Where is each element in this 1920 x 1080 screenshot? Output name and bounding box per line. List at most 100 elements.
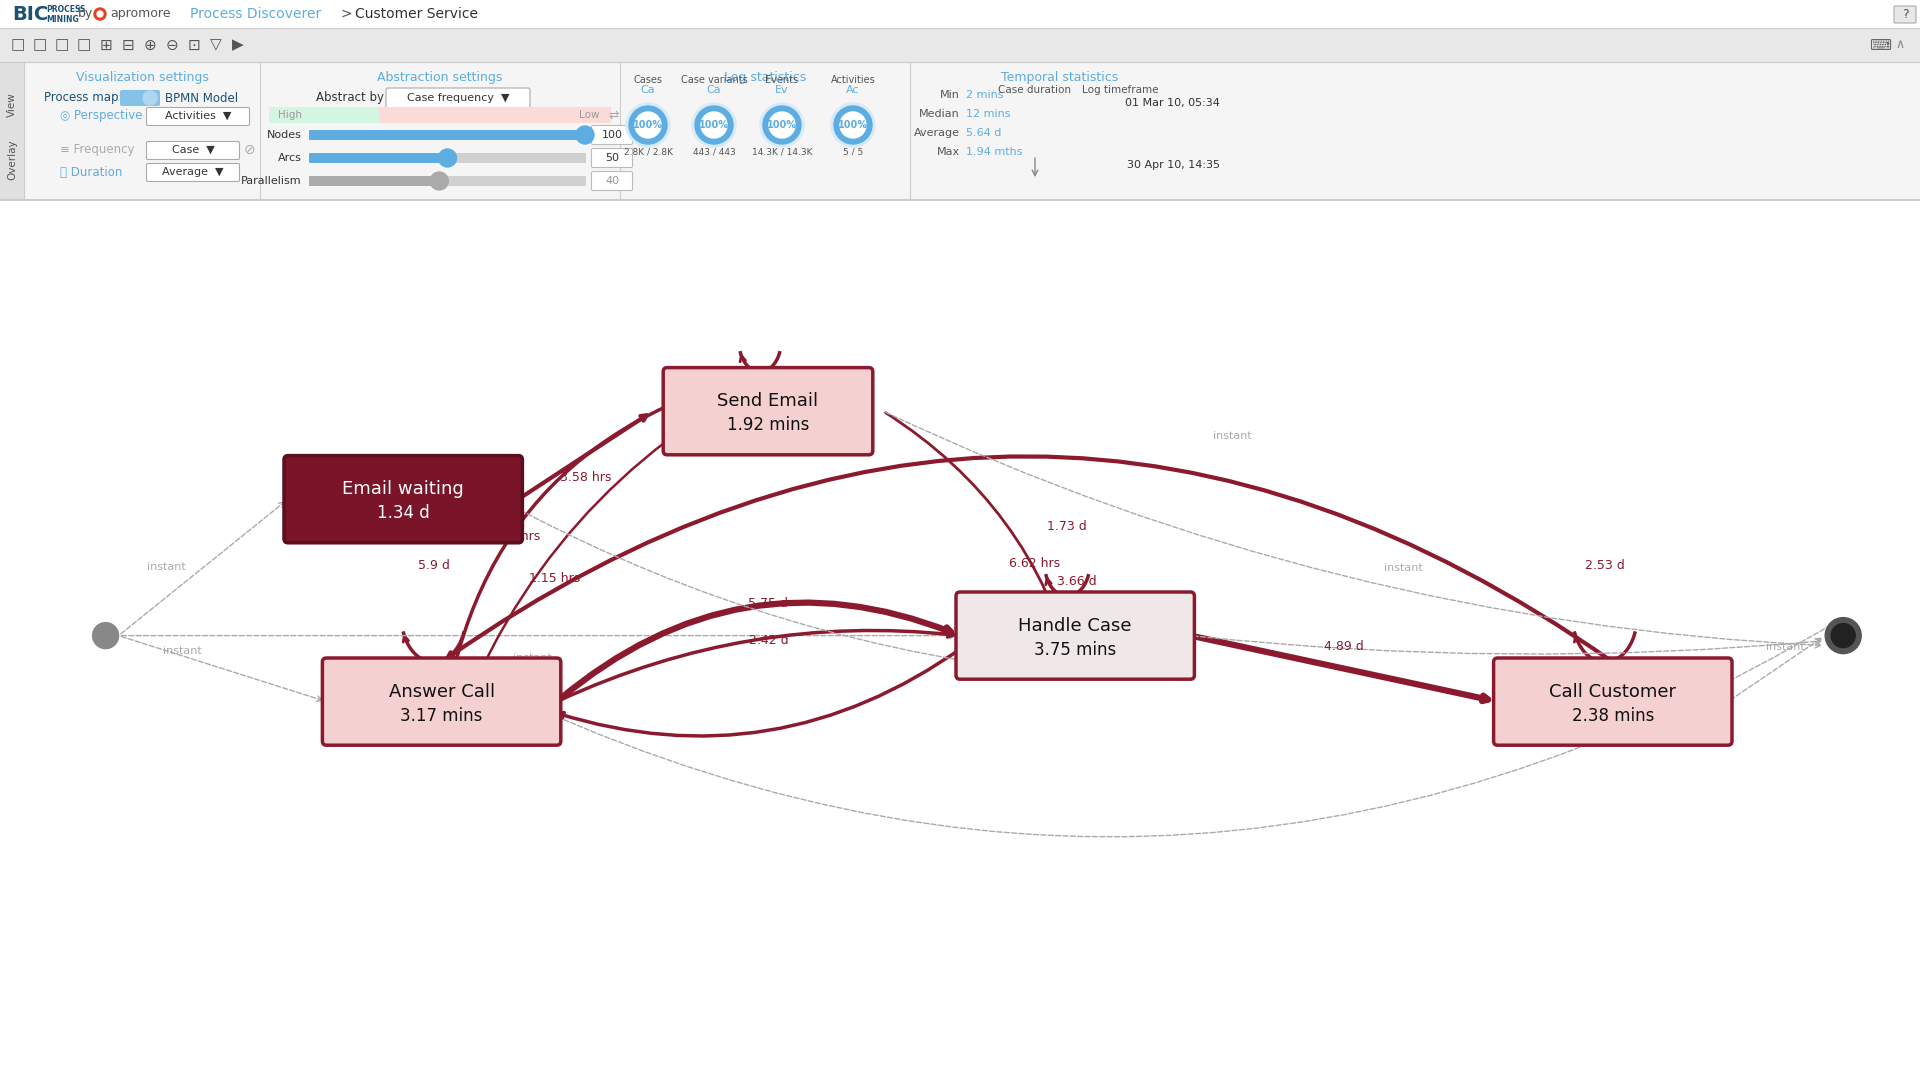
Text: 2.42 d: 2.42 d: [749, 634, 789, 647]
Circle shape: [576, 126, 593, 144]
FancyBboxPatch shape: [0, 200, 1920, 1080]
Text: by: by: [79, 8, 94, 21]
Circle shape: [1826, 618, 1860, 653]
Text: Nodes: Nodes: [267, 130, 301, 140]
Circle shape: [94, 8, 106, 21]
Text: ⊡: ⊡: [188, 38, 200, 53]
Text: Customer Service: Customer Service: [355, 6, 478, 21]
FancyBboxPatch shape: [0, 0, 1920, 28]
Text: 1.94 mths: 1.94 mths: [966, 147, 1023, 157]
Text: Ac: Ac: [847, 85, 860, 95]
Text: BIC: BIC: [12, 4, 48, 24]
Text: Email waiting: Email waiting: [342, 481, 465, 498]
FancyBboxPatch shape: [0, 62, 23, 200]
Text: 3.58 hrs: 3.58 hrs: [561, 471, 611, 484]
Text: Parallelism: Parallelism: [242, 176, 301, 186]
Text: ▽: ▽: [209, 38, 223, 53]
Circle shape: [701, 112, 728, 138]
Circle shape: [831, 103, 876, 147]
Text: □: □: [77, 38, 90, 53]
Circle shape: [630, 106, 666, 144]
Text: 100%: 100%: [634, 120, 662, 130]
Text: 100: 100: [601, 130, 622, 140]
Text: 12 mins: 12 mins: [966, 109, 1010, 119]
Text: PROCESS: PROCESS: [46, 5, 84, 14]
Text: 30 Apr 10, 14:35: 30 Apr 10, 14:35: [1127, 160, 1219, 170]
FancyBboxPatch shape: [1494, 658, 1732, 745]
Circle shape: [92, 622, 119, 649]
Circle shape: [142, 91, 157, 105]
Text: 5 / 5: 5 / 5: [843, 148, 864, 157]
Text: Case duration: Case duration: [998, 85, 1071, 95]
Text: Activities: Activities: [831, 75, 876, 85]
FancyBboxPatch shape: [662, 367, 874, 455]
FancyBboxPatch shape: [378, 107, 611, 123]
Text: Median: Median: [920, 109, 960, 119]
FancyBboxPatch shape: [1893, 6, 1916, 23]
Text: Case variants: Case variants: [680, 75, 747, 85]
Text: Events: Events: [766, 75, 799, 85]
Circle shape: [626, 103, 670, 147]
Text: 1.34 d: 1.34 d: [376, 504, 430, 523]
Text: Low: Low: [580, 110, 599, 120]
Text: BPMN Model: BPMN Model: [165, 92, 238, 105]
Text: ◎ Perspective: ◎ Perspective: [60, 109, 142, 122]
FancyBboxPatch shape: [309, 176, 586, 186]
Text: Min: Min: [941, 90, 960, 100]
Circle shape: [636, 112, 660, 138]
Text: ⊟: ⊟: [121, 38, 134, 53]
FancyBboxPatch shape: [591, 148, 632, 167]
Text: Process map: Process map: [44, 92, 117, 105]
FancyBboxPatch shape: [119, 90, 159, 106]
Text: 5.9 d: 5.9 d: [419, 559, 449, 572]
Text: Arcs: Arcs: [278, 153, 301, 163]
Circle shape: [770, 112, 795, 138]
Text: Abstraction settings: Abstraction settings: [378, 71, 503, 84]
Text: Abstract by: Abstract by: [317, 92, 384, 105]
FancyBboxPatch shape: [146, 108, 250, 125]
Text: □: □: [33, 38, 48, 53]
Text: 2.53 d: 2.53 d: [1584, 559, 1624, 572]
Text: Log statistics: Log statistics: [724, 71, 806, 84]
Text: Answer Call: Answer Call: [388, 683, 495, 701]
Text: Ca: Ca: [707, 85, 722, 95]
FancyBboxPatch shape: [309, 130, 586, 140]
Text: 100%: 100%: [699, 120, 730, 130]
Circle shape: [762, 106, 801, 144]
FancyBboxPatch shape: [146, 141, 240, 160]
Text: ?: ?: [1901, 8, 1908, 21]
FancyBboxPatch shape: [956, 592, 1194, 679]
Text: MINING: MINING: [46, 14, 79, 24]
Circle shape: [691, 103, 735, 147]
Text: Temporal statistics: Temporal statistics: [1002, 71, 1119, 84]
Text: >: >: [340, 6, 351, 21]
Circle shape: [98, 11, 104, 17]
Text: Send Email: Send Email: [718, 392, 818, 410]
Text: 2.38 mins: 2.38 mins: [1572, 706, 1653, 725]
Circle shape: [833, 106, 872, 144]
FancyBboxPatch shape: [269, 107, 611, 123]
Text: Handle Case: Handle Case: [1018, 617, 1133, 635]
Text: instant: instant: [1766, 642, 1805, 651]
Text: Process Discoverer: Process Discoverer: [190, 6, 321, 21]
Text: instant: instant: [1213, 431, 1252, 441]
Text: Max: Max: [937, 147, 960, 157]
Text: ∧: ∧: [1895, 39, 1905, 52]
Text: 100%: 100%: [766, 120, 797, 130]
Circle shape: [760, 103, 804, 147]
FancyBboxPatch shape: [591, 125, 632, 145]
Circle shape: [430, 172, 447, 190]
Circle shape: [841, 112, 866, 138]
Text: ⊖: ⊖: [165, 38, 179, 53]
Text: 3.97 hrs: 3.97 hrs: [490, 530, 540, 543]
Text: Case  ▼: Case ▼: [171, 145, 215, 156]
Text: ⊞: ⊞: [100, 38, 113, 53]
Text: 2 mins: 2 mins: [966, 90, 1004, 100]
FancyBboxPatch shape: [309, 153, 449, 163]
Text: ⊕: ⊕: [144, 38, 156, 53]
Text: Average  ▼: Average ▼: [163, 167, 225, 177]
Text: 01 Mar 10, 05:34: 01 Mar 10, 05:34: [1125, 98, 1219, 108]
Text: View: View: [8, 93, 17, 118]
Text: ⧗ Duration: ⧗ Duration: [60, 165, 123, 178]
Text: 3.17 mins: 3.17 mins: [401, 706, 482, 725]
